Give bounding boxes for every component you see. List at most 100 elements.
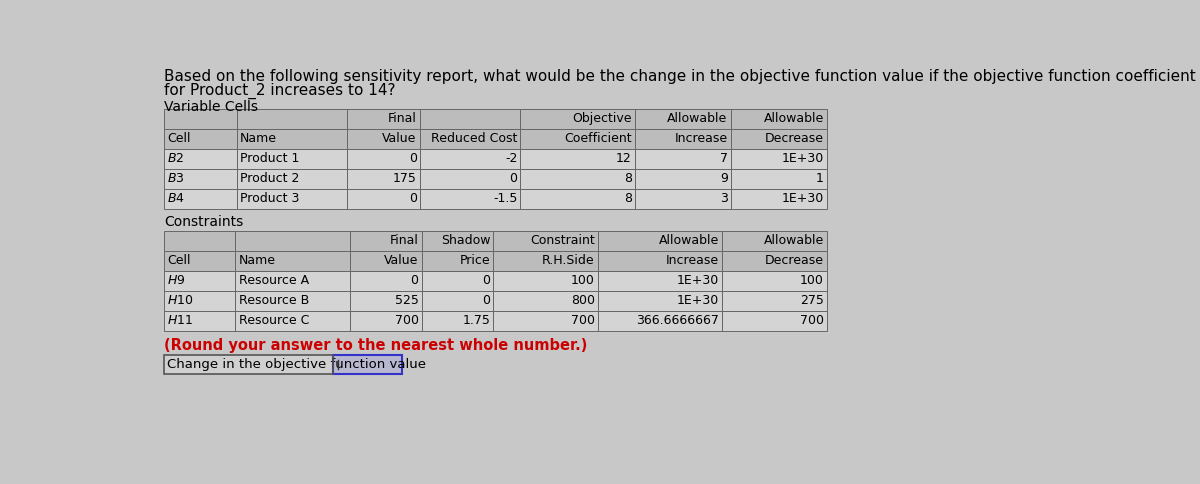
Bar: [163, 251, 235, 271]
Text: 100: 100: [799, 274, 823, 287]
Bar: [334, 355, 402, 374]
Bar: [635, 189, 731, 209]
Bar: [521, 189, 635, 209]
Text: 1E+30: 1E+30: [677, 294, 719, 307]
Bar: [420, 169, 521, 189]
Bar: [347, 189, 420, 209]
Text: (Round your answer to the nearest whole number.): (Round your answer to the nearest whole …: [163, 338, 587, 353]
Text: Increase: Increase: [666, 254, 719, 267]
Text: Value: Value: [383, 133, 416, 145]
Text: 0: 0: [482, 274, 490, 287]
Text: Decrease: Decrease: [764, 254, 823, 267]
Text: Objective: Objective: [572, 112, 631, 125]
Text: $B$3: $B$3: [167, 172, 185, 185]
Text: 525: 525: [395, 294, 419, 307]
Bar: [598, 311, 722, 331]
Text: Resource C: Resource C: [239, 314, 308, 327]
Text: 0: 0: [482, 294, 490, 307]
Text: Value: Value: [384, 254, 419, 267]
Text: 175: 175: [392, 172, 416, 185]
Text: Final: Final: [388, 112, 416, 125]
Bar: [420, 189, 521, 209]
Bar: [163, 230, 235, 251]
Text: Coefficient: Coefficient: [564, 133, 631, 145]
Text: Resource A: Resource A: [239, 274, 308, 287]
Text: Based on the following sensitivity report, what would be the change in the objec: Based on the following sensitivity repor…: [163, 69, 1195, 84]
Text: Allowable: Allowable: [667, 112, 727, 125]
Bar: [598, 271, 722, 290]
Text: 366.6666667: 366.6666667: [636, 314, 719, 327]
Bar: [635, 109, 731, 129]
Text: 9: 9: [720, 172, 727, 185]
Text: 0: 0: [409, 152, 416, 166]
Text: Cell: Cell: [167, 133, 191, 145]
Text: 275: 275: [799, 294, 823, 307]
Text: 700: 700: [395, 314, 419, 327]
Text: 1E+30: 1E+30: [781, 152, 823, 166]
Bar: [421, 311, 493, 331]
Bar: [722, 290, 827, 311]
Text: Cell: Cell: [167, 254, 191, 267]
Text: 7: 7: [720, 152, 727, 166]
Bar: [347, 149, 420, 169]
Text: Allowable: Allowable: [659, 234, 719, 247]
Bar: [163, 169, 236, 189]
Text: Constraints: Constraints: [163, 215, 244, 229]
Text: Reduced Cost: Reduced Cost: [431, 133, 517, 145]
Bar: [235, 290, 350, 311]
Bar: [731, 109, 827, 129]
Bar: [635, 149, 731, 169]
Text: Allowable: Allowable: [763, 112, 823, 125]
Bar: [722, 271, 827, 290]
Text: $H$9: $H$9: [167, 274, 185, 287]
Text: for Product_2 increases to 14?: for Product_2 increases to 14?: [163, 83, 395, 99]
Bar: [236, 189, 347, 209]
Text: -1.5: -1.5: [493, 193, 517, 206]
Bar: [163, 355, 334, 374]
Bar: [163, 109, 236, 129]
Bar: [731, 189, 827, 209]
Bar: [731, 169, 827, 189]
Bar: [421, 251, 493, 271]
Text: Resource B: Resource B: [239, 294, 308, 307]
Bar: [421, 230, 493, 251]
Text: 1E+30: 1E+30: [781, 193, 823, 206]
Text: 700: 700: [571, 314, 595, 327]
Bar: [493, 251, 598, 271]
Bar: [350, 311, 421, 331]
Text: Decrease: Decrease: [764, 133, 823, 145]
Bar: [421, 271, 493, 290]
Text: Name: Name: [239, 254, 276, 267]
Bar: [493, 271, 598, 290]
Text: 1.75: 1.75: [462, 314, 490, 327]
Bar: [731, 129, 827, 149]
Text: 8: 8: [624, 172, 631, 185]
Text: $H$11: $H$11: [167, 314, 193, 327]
Bar: [521, 109, 635, 129]
Bar: [236, 129, 347, 149]
Bar: [236, 109, 347, 129]
Text: Variable Cells: Variable Cells: [163, 100, 258, 114]
Text: 1E+30: 1E+30: [677, 274, 719, 287]
Text: $H$10: $H$10: [167, 294, 193, 307]
Bar: [350, 290, 421, 311]
Text: -2: -2: [505, 152, 517, 166]
Bar: [421, 290, 493, 311]
Text: Shadow: Shadow: [440, 234, 490, 247]
Text: Constraint: Constraint: [530, 234, 595, 247]
Text: R.H.Side: R.H.Side: [542, 254, 595, 267]
Bar: [347, 129, 420, 149]
Text: 12: 12: [616, 152, 631, 166]
Text: 0: 0: [409, 193, 416, 206]
Text: 3: 3: [720, 193, 727, 206]
Bar: [420, 149, 521, 169]
Bar: [493, 230, 598, 251]
Bar: [163, 149, 236, 169]
Bar: [493, 311, 598, 331]
Text: Name: Name: [240, 133, 277, 145]
Bar: [521, 129, 635, 149]
Bar: [235, 311, 350, 331]
Bar: [635, 129, 731, 149]
Bar: [420, 129, 521, 149]
Bar: [521, 169, 635, 189]
